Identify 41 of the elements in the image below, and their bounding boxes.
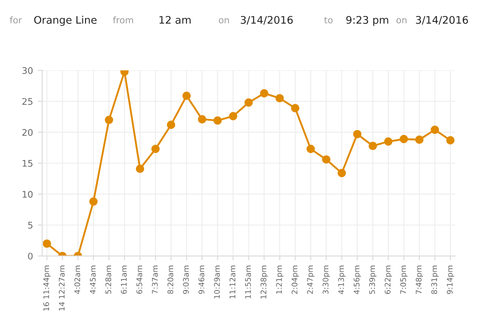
text: 12 am: [160, 16, 191, 24]
point: [446, 136, 455, 144]
y-tick-label: 30: [22, 67, 33, 74]
point: [89, 197, 98, 206]
text: 3/14/2016: [240, 16, 293, 25]
y-tick-label: 0: [28, 252, 33, 260]
text: for: [10, 16, 22, 24]
point: [368, 142, 377, 150]
y-tick-label: 20: [22, 128, 33, 136]
text: from: [113, 16, 134, 24]
point: [260, 89, 268, 98]
point: [151, 144, 160, 154]
point: [338, 168, 346, 178]
y-tick-label: 15: [22, 160, 32, 167]
point: [415, 136, 424, 144]
point: [244, 98, 253, 107]
point: [213, 116, 222, 125]
text: to: [324, 16, 333, 24]
text: on: [396, 18, 406, 24]
y-tick-label: 10: [22, 190, 33, 198]
text: 9:23 pm: [346, 16, 388, 26]
point: [306, 144, 315, 154]
point: [276, 94, 284, 102]
text: on: [218, 18, 229, 24]
y-tick-label: 5: [28, 222, 32, 229]
point: [228, 112, 238, 120]
point: [104, 116, 114, 124]
point: [166, 120, 176, 130]
point: [291, 104, 300, 112]
point: [384, 137, 392, 146]
text: 3/14/2016: [416, 16, 468, 25]
text: Orange Line: [34, 16, 97, 26]
point: [42, 239, 52, 248]
point: [182, 92, 191, 100]
point: [322, 155, 330, 164]
point: [400, 134, 408, 144]
point: [430, 126, 440, 134]
point: [136, 164, 144, 173]
point: [198, 115, 206, 124]
y-tick-label: 25: [22, 98, 32, 105]
point: [353, 130, 362, 138]
